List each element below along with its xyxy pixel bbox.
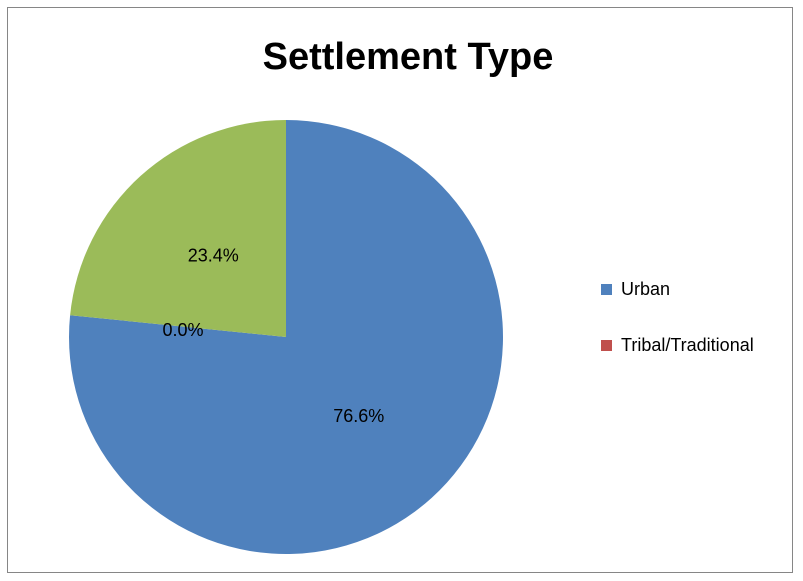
data-label-urban: 76.6% [333, 406, 384, 426]
data-label-farm: 23.4% [188, 245, 239, 265]
pie-slice-urban [68, 120, 503, 554]
pie-slice-farm [70, 120, 286, 337]
legend-swatch-urban [601, 284, 612, 295]
legend-swatch-tribal-traditional [601, 340, 612, 351]
legend: Urban Tribal/Traditional [597, 276, 791, 388]
pie-slices [68, 120, 503, 554]
legend-item-tribal-traditional: Tribal/Traditional [597, 332, 791, 358]
chart-title: Settlement Type [262, 36, 554, 78]
data-label-tribal-traditional: 0.0% [162, 320, 203, 340]
legend-item-urban: Urban [597, 276, 791, 302]
pie-data-labels: 76.6% 0.0% 23.4% [162, 245, 384, 426]
legend-label-tribal-traditional: Tribal/Traditional [621, 335, 754, 355]
legend-label-urban: Urban [621, 279, 671, 299]
